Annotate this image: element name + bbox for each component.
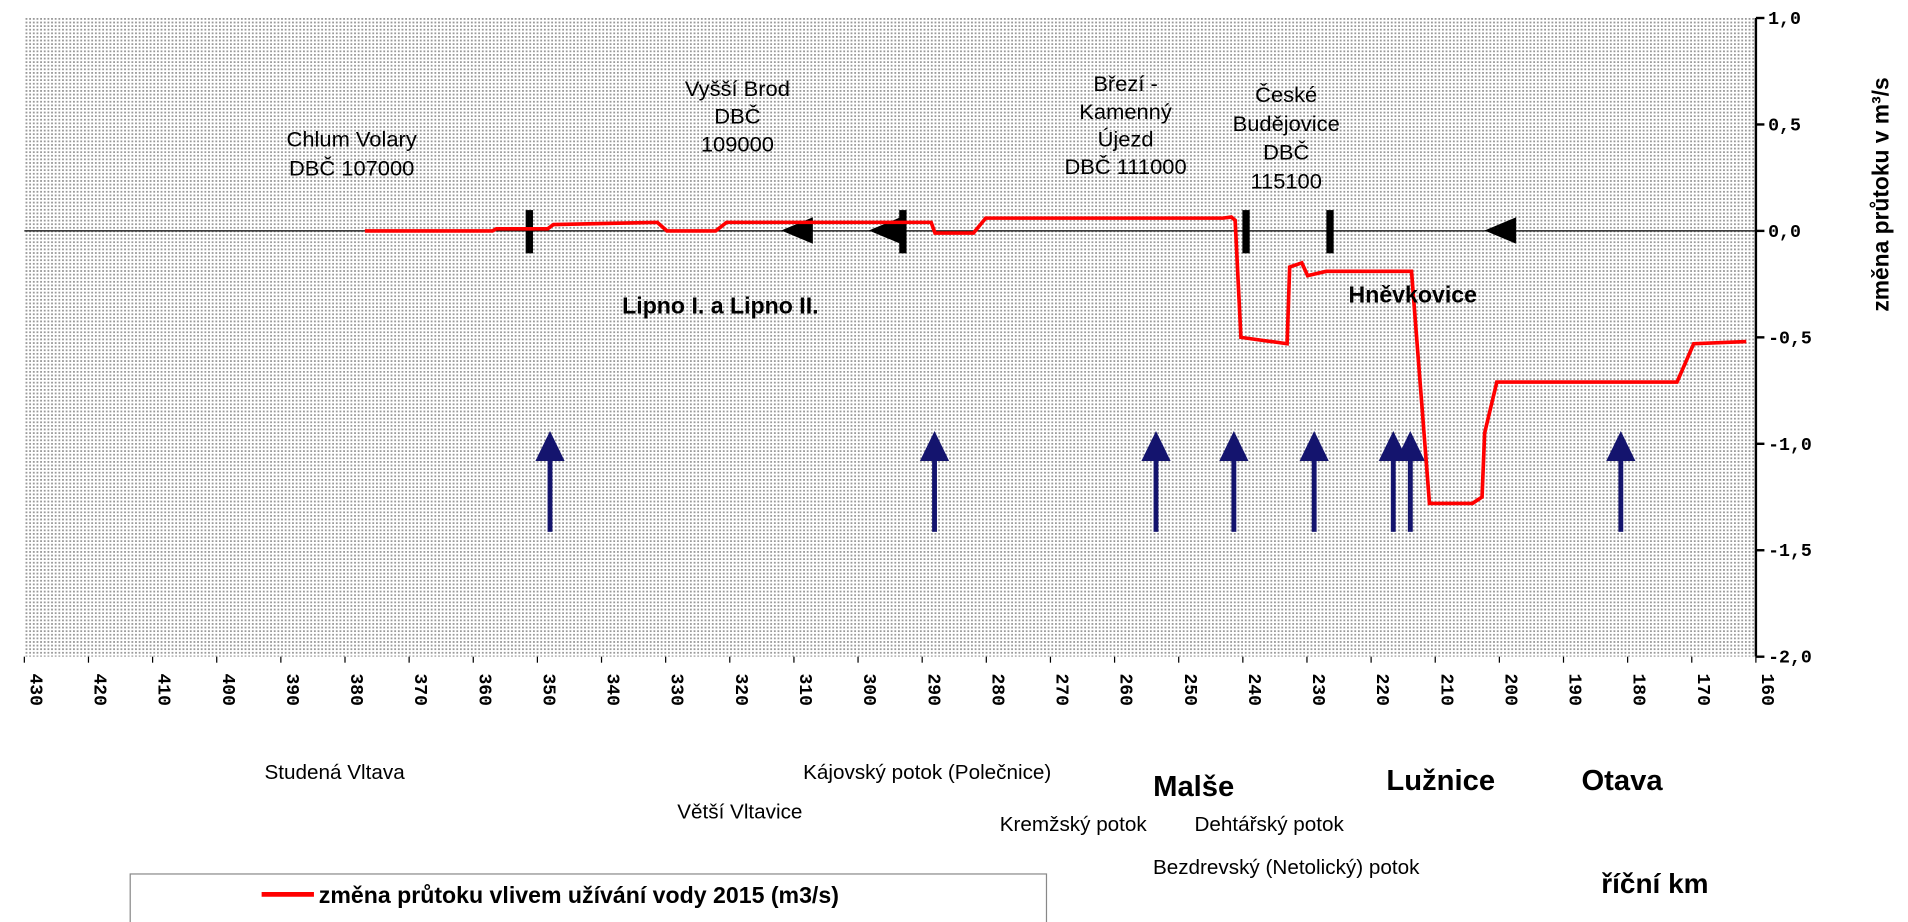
arrow-shaft: [547, 458, 553, 532]
x-tick-label: 390: [281, 673, 301, 705]
x-tick-label: 320: [730, 673, 750, 705]
annotation: Chlum Volary: [287, 127, 417, 152]
annotation: Bezdrevský (Netolický) potok: [1153, 856, 1420, 879]
data-line: [364, 215, 1747, 506]
y-tick-label: -0,5: [1768, 329, 1812, 349]
x-tick-label: 420: [89, 673, 109, 705]
arrow-shaft: [1311, 458, 1317, 532]
x-tick-label: 190: [1564, 673, 1584, 705]
annotation: Kájovský potok (Polečnice): [803, 761, 1051, 784]
y-tick-label: 1,0: [1768, 10, 1801, 30]
x-tick-label: 380: [345, 673, 365, 705]
arrow-shaft: [1231, 458, 1237, 532]
x-tick-label: 220: [1371, 673, 1391, 705]
x-tick-label: 230: [1307, 673, 1327, 705]
x-tick-label: 170: [1692, 673, 1712, 705]
annotation: Hněvkovice: [1349, 282, 1477, 308]
profile-bar: [899, 210, 907, 254]
arrow-head: [1141, 430, 1171, 461]
x-tick-label: 240: [1243, 673, 1263, 705]
x-axis-label: říční km: [1601, 868, 1708, 899]
arrow-head: [1299, 430, 1329, 461]
annotation: DBČ: [714, 104, 760, 129]
x-tick-label: 270: [1050, 673, 1070, 705]
arrow-shaft: [1153, 458, 1159, 532]
profile-bar: [525, 210, 533, 254]
legend-box: [129, 873, 1048, 922]
annotation: 115100: [1250, 169, 1321, 194]
y-tick-label: -2,0: [1768, 649, 1812, 669]
annotation: Otava: [1581, 765, 1663, 797]
y-tick-label: -1,0: [1768, 436, 1812, 456]
annotation: DBČ: [1263, 140, 1309, 165]
annotation: Lužnice: [1386, 765, 1495, 797]
y-tick-label: 0,0: [1768, 223, 1801, 243]
x-tick-label: 370: [409, 673, 429, 705]
arrow-shaft: [1390, 458, 1396, 532]
arrow-head: [1606, 430, 1636, 461]
annotation: Budějovice: [1233, 111, 1340, 136]
triangle-marker: [1484, 217, 1517, 244]
annotation: Větší Vltavice: [677, 801, 802, 824]
y-axis-label: změna průtoku v m³/s: [1867, 77, 1893, 311]
x-tick-label: 340: [602, 673, 622, 705]
annotation: 109000: [701, 131, 774, 156]
x-tick-label: 400: [217, 673, 237, 705]
arrow-shaft: [1407, 458, 1413, 532]
annotation: České: [1255, 82, 1317, 107]
x-tick-label: 250: [1179, 673, 1199, 705]
arrow-head: [919, 430, 950, 461]
arrow-head: [1219, 430, 1249, 461]
x-tick-label: 200: [1499, 673, 1519, 705]
x-tick-label: 350: [537, 673, 557, 705]
annotation: Dehtářský potok: [1194, 813, 1344, 836]
annotation: Malše: [1153, 771, 1234, 803]
x-tick-label: 430: [24, 673, 44, 705]
x-tick-label: 260: [1115, 673, 1135, 705]
annotation: Studená Vltava: [265, 761, 406, 784]
annotation: Březí -: [1093, 71, 1157, 96]
x-tick-label: 210: [1435, 673, 1455, 705]
profile-bar: [1326, 210, 1334, 254]
y-tick-label: 0,5: [1768, 117, 1801, 137]
x-tick-label: 300: [858, 673, 878, 705]
plot-area: [24, 18, 1756, 657]
x-tick-label: 330: [666, 673, 686, 705]
profile-bar: [1242, 210, 1250, 254]
annotation: Vyšší Brod: [685, 76, 790, 101]
annotation: Lipno I. a Lipno II.: [622, 292, 818, 318]
arrow-shaft: [932, 458, 937, 532]
x-tick-label: 280: [986, 673, 1006, 705]
x-tick-label: 160: [1756, 673, 1776, 705]
annotation: Újezd: [1098, 127, 1154, 152]
legend-label: změna průtoku vlivem užívání vody 2015 (…: [319, 882, 839, 908]
annotation: DBČ 111000: [1065, 154, 1187, 179]
annotation: Kamenný: [1079, 99, 1172, 124]
x-tick-label: 180: [1628, 673, 1648, 705]
arrow-shaft: [1618, 458, 1624, 532]
annotation: Kremžský potok: [1000, 813, 1148, 836]
x-tick-label: 360: [473, 673, 493, 705]
arrow-head: [1395, 430, 1425, 461]
arrow-head: [535, 430, 565, 461]
x-tick-label: 290: [922, 673, 942, 705]
x-tick-label: 310: [794, 673, 814, 705]
annotation: DBČ 107000: [289, 155, 414, 180]
y-tick-label: -1,5: [1768, 542, 1812, 562]
x-tick-label: 410: [153, 673, 173, 705]
